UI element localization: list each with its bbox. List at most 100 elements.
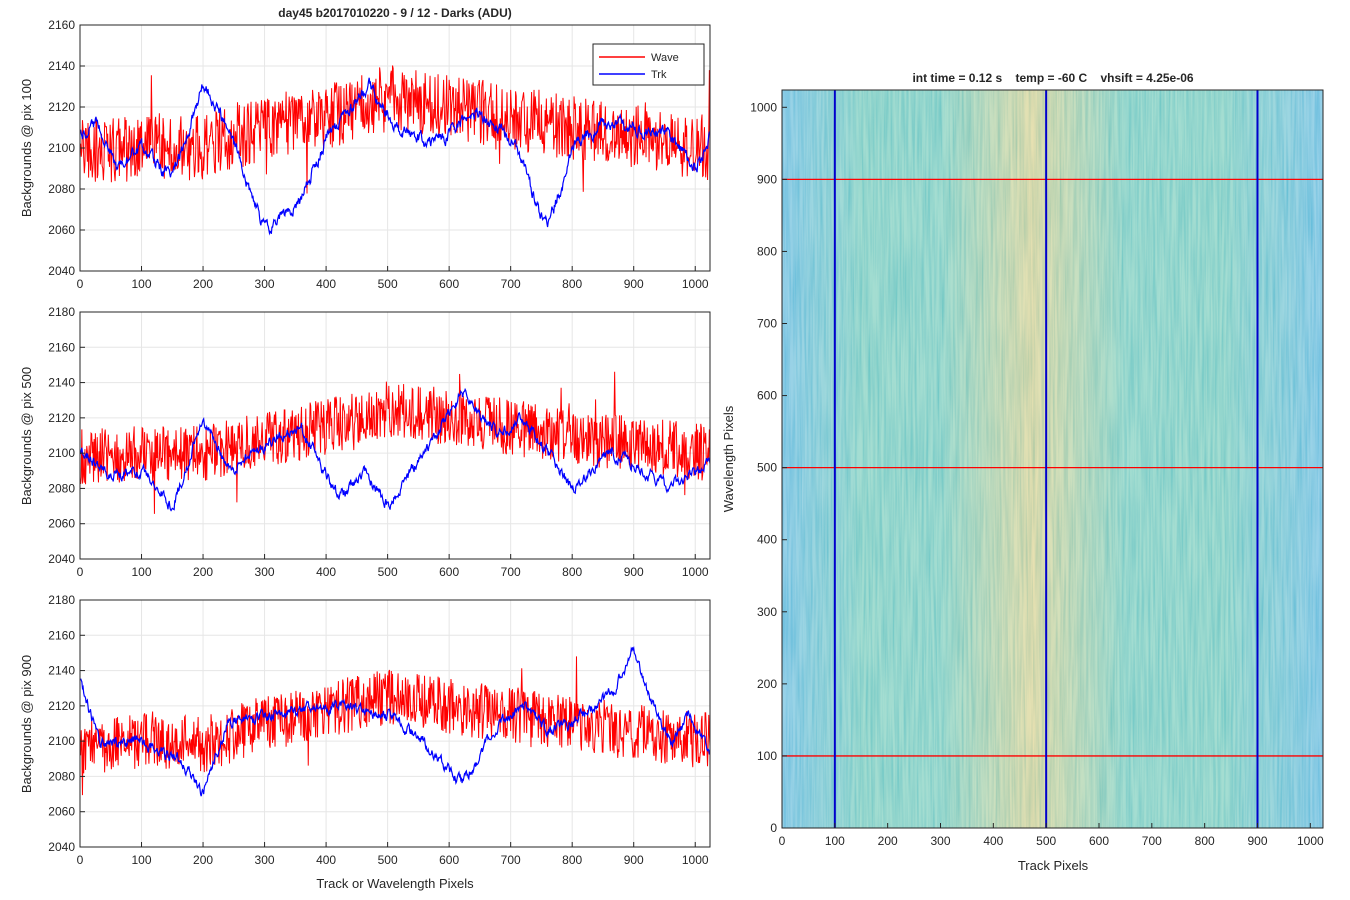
x-tick-label: 0 (77, 853, 84, 867)
y-axis-label: Backgrounds @ pix 500 (19, 367, 34, 505)
y-tick-label: 2040 (48, 840, 75, 854)
y-tick-label: 2040 (48, 264, 75, 278)
x-tick-label: 700 (1142, 834, 1162, 848)
y-tick-label: 0 (770, 821, 777, 835)
x-tick-label: 200 (193, 565, 213, 579)
y-tick-label: 2080 (48, 182, 75, 196)
x-tick-label: 800 (562, 565, 582, 579)
x-tick-label: 900 (624, 277, 644, 291)
x-tick-label: 900 (624, 853, 644, 867)
axes-box (781, 89, 1324, 829)
x-tick-label: 400 (983, 834, 1003, 848)
y-tick-label: 600 (757, 389, 777, 403)
y-tick-label: 400 (757, 533, 777, 547)
heatmap-texture (782, 90, 1323, 828)
x-tick-label: 300 (255, 277, 275, 291)
x-tick-label: 100 (825, 834, 845, 848)
y-tick-label: 2100 (48, 734, 75, 748)
y-tick-label: 2080 (48, 481, 75, 495)
y-tick-label: 200 (757, 677, 777, 691)
series-wave (80, 656, 710, 796)
x-tick-label: 100 (132, 853, 152, 867)
series-trk (80, 387, 710, 512)
y-axis-label: Backgrounds @ pix 100 (19, 79, 34, 217)
legend-label-wave: Wave (651, 52, 679, 64)
y-tick-label: 2160 (48, 340, 75, 354)
x-tick-label: 900 (1247, 834, 1267, 848)
axes-box (79, 599, 711, 848)
y-tick-label: 2100 (48, 141, 75, 155)
x-tick-label: 200 (193, 277, 213, 291)
x-tick-label: 300 (255, 565, 275, 579)
y-tick-label: 2060 (48, 517, 75, 531)
y-tick-label: 2100 (48, 446, 75, 460)
x-tick-label: 500 (378, 565, 398, 579)
series-trk (80, 645, 710, 797)
x-tick-label: 800 (1195, 834, 1215, 848)
x-tick-label: 0 (779, 834, 786, 848)
plot-area (80, 312, 710, 559)
x-tick-label: 700 (501, 277, 521, 291)
y-tick-label: 2040 (48, 552, 75, 566)
x-tick-label: 800 (562, 853, 582, 867)
legend: Wave Trk (592, 43, 705, 86)
y-tick-label: 2140 (48, 376, 75, 390)
x-tick-label: 500 (1036, 834, 1056, 848)
x-tick-label: 1000 (682, 565, 709, 579)
ticks: 0 100 200 300 400 500 600 700 800 900 1000 2040 2060… (48, 305, 709, 579)
y-tick-label: 2140 (48, 664, 75, 678)
x-tick-label: 0 (77, 565, 84, 579)
x-tick-label: 400 (316, 565, 336, 579)
y-tick-label: 2120 (48, 411, 75, 425)
marker-lines (782, 90, 1323, 828)
x-tick-label: 900 (624, 565, 644, 579)
line-plot-pix-500: 0 100 200 300 400 500 600 700 800 900 1000 2040 2060… (19, 305, 711, 579)
y-tick-label: 800 (757, 244, 777, 258)
y-axis-label: Backgrounds @ pix 900 (19, 655, 34, 793)
y-tick-label: 2140 (48, 59, 75, 73)
x-tick-label: 400 (316, 853, 336, 867)
line-plot-pix-100: 0 100 200 300 400 500 600 700 800 900 1000 2040 2060… (19, 6, 711, 291)
x-axis-label: Track or Wavelength Pixels (316, 876, 474, 891)
series-wave (80, 371, 710, 514)
x-tick-label: 600 (439, 277, 459, 291)
axes-box (79, 311, 711, 560)
y-tick-label: 2060 (48, 223, 75, 237)
x-tick-label: 400 (316, 277, 336, 291)
x-tick-label: 600 (439, 853, 459, 867)
x-axis-label: Track Pixels (1018, 858, 1089, 873)
y-tick-label: 2180 (48, 305, 75, 319)
y-tick-label: 900 (757, 172, 777, 186)
x-tick-label: 700 (501, 565, 521, 579)
y-tick-label: 2180 (48, 593, 75, 607)
x-tick-label: 300 (930, 834, 950, 848)
series-trk (80, 77, 710, 236)
y-tick-label: 700 (757, 317, 777, 331)
heatmap-title: int time = 0.12 s temp = -60 C vhsift = … (912, 71, 1193, 85)
x-tick-label: 600 (439, 565, 459, 579)
x-tick-label: 1000 (682, 277, 709, 291)
x-tick-label: 100 (132, 277, 152, 291)
x-tick-label: 600 (1089, 834, 1109, 848)
ticks: 0 100 200 300 400 500 600 700 800 900 1000 0 100 200 3… (750, 100, 1324, 848)
y-tick-label: 2060 (48, 805, 75, 819)
chart-title: day45 b2017010220 - 9 / 12 - Darks (ADU) (278, 6, 511, 20)
y-tick-label: 100 (757, 749, 777, 763)
x-tick-label: 0 (77, 277, 84, 291)
x-tick-label: 800 (562, 277, 582, 291)
x-tick-label: 100 (132, 565, 152, 579)
x-tick-label: 700 (501, 853, 521, 867)
legend-label-trk: Trk (651, 69, 667, 81)
x-tick-label: 200 (193, 853, 213, 867)
y-tick-label: 1000 (750, 100, 777, 114)
heatmap-panel: 0 100 200 300 400 500 600 700 800 900 1000 0 100 200 3… (721, 71, 1324, 873)
ticks: 0 100 200 300 400 500 600 700 800 900 1000 2040 2060… (48, 18, 709, 291)
y-tick-label: 2160 (48, 18, 75, 32)
x-tick-label: 200 (878, 834, 898, 848)
y-tick-label: 2120 (48, 100, 75, 114)
x-tick-label: 1000 (682, 853, 709, 867)
y-tick-label: 300 (757, 605, 777, 619)
y-tick-label: 2160 (48, 628, 75, 642)
y-tick-label: 2120 (48, 699, 75, 713)
